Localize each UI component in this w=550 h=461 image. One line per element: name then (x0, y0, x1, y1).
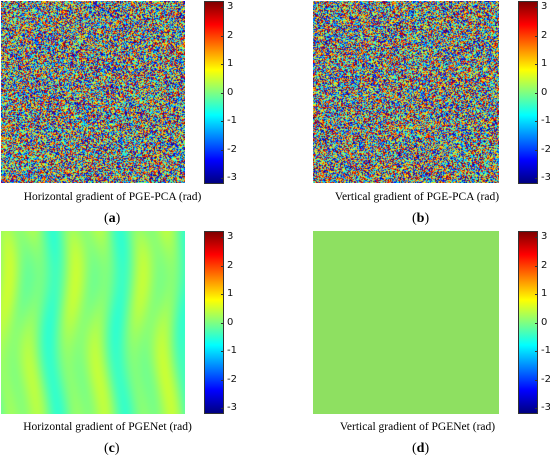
colorbar-tick-mark (221, 266, 224, 267)
colorbar-tick-mark (221, 323, 224, 324)
sublabel-c: (c) (104, 441, 120, 456)
colorbar-tick-mark (535, 121, 538, 122)
colorbar-tick-label: 1 (541, 58, 548, 69)
colorbar-tick-label: 1 (541, 288, 548, 299)
gradient-image-b (313, 1, 499, 183)
noise-canvas (313, 1, 499, 183)
colorbar-tick-label: -2 (541, 374, 550, 385)
colorbar-tick-mark (221, 150, 224, 151)
colorbar-tick-label: -1 (227, 345, 237, 356)
colorbar-tick-label: 3 (541, 1, 548, 12)
colorbar-tick-label: -3 (541, 172, 550, 183)
sublabel-a: (a) (104, 211, 121, 226)
colorbar-tick-mark (535, 178, 538, 179)
colorbar-b (518, 1, 538, 184)
caption-c: Horizontal gradient of PGENet (rad) (23, 421, 192, 433)
colorbar-tick-mark (221, 351, 224, 352)
colorbar-tick-label: -1 (541, 345, 550, 356)
colorbar-c (204, 231, 224, 414)
sublabel-d: (d) (412, 441, 430, 456)
colorbar-tick-label: 3 (227, 231, 234, 242)
caption-a: Horizontal gradient of PGE-PCA (rad) (23, 191, 202, 203)
colorbar-tick-mark (221, 408, 224, 409)
colorbar-tick-mark (535, 408, 538, 409)
colorbar-tick-label: -2 (541, 144, 550, 155)
colorbar-tick-mark (535, 380, 538, 381)
colorbar-tick-label: 0 (227, 87, 234, 98)
noise-canvas (1, 1, 185, 183)
colorbar-tick-mark (535, 7, 538, 8)
colorbar-tick-label: 2 (541, 260, 548, 271)
colorbar-tick-mark (221, 380, 224, 381)
colorbar-tick-mark (221, 294, 224, 295)
colorbar-tick-label: -3 (227, 402, 237, 413)
colorbar-tick-mark (535, 36, 538, 37)
colorbar-tick-mark (221, 93, 224, 94)
colorbar-tick-label: 2 (227, 30, 234, 41)
colorbar-tick-mark (221, 64, 224, 65)
colorbar-tick-mark (535, 150, 538, 151)
colorbar-tick-mark (221, 237, 224, 238)
colorbar-tick-mark (221, 178, 224, 179)
colorbar-tick-label: -1 (227, 115, 237, 126)
colorbar-d (518, 231, 538, 414)
colorbar-tick-label: -3 (227, 172, 237, 183)
gradient-image-a (1, 1, 185, 183)
colorbar-tick-mark (221, 36, 224, 37)
colorbar-tick-mark (535, 351, 538, 352)
colorbar-tick-mark (221, 121, 224, 122)
stripe-canvas (1, 231, 185, 414)
colorbar-tick-mark (535, 64, 538, 65)
colorbar-tick-label: -1 (541, 115, 550, 126)
colorbar-tick-label: -2 (227, 374, 237, 385)
colorbar-tick-label: 0 (541, 87, 548, 98)
caption-b: Vertical gradient of PGE-PCA (rad) (334, 191, 500, 203)
gradient-image-d (313, 231, 499, 414)
colorbar-tick-label: -3 (541, 402, 550, 413)
colorbar-tick-label: 0 (227, 317, 234, 328)
colorbar-tick-mark (535, 294, 538, 295)
sublabel-b: (b) (412, 211, 430, 226)
colorbar-tick-label: 0 (541, 317, 548, 328)
colorbar-tick-label: 2 (227, 260, 234, 271)
colorbar-tick-label: 1 (227, 288, 234, 299)
colorbar-tick-label: -2 (227, 144, 237, 155)
colorbar-tick-label: 3 (541, 231, 548, 242)
colorbar-a (204, 1, 224, 184)
gradient-image-c (1, 231, 185, 414)
colorbar-tick-mark (535, 323, 538, 324)
colorbar-tick-label: 1 (227, 58, 234, 69)
colorbar-tick-mark (221, 7, 224, 8)
colorbar-tick-label: 3 (227, 1, 234, 12)
colorbar-tick-mark (535, 237, 538, 238)
caption-d: Vertical gradient of PGENet (rad) (339, 421, 496, 433)
colorbar-tick-mark (535, 266, 538, 267)
colorbar-tick-mark (535, 93, 538, 94)
colorbar-tick-label: 2 (541, 30, 548, 41)
